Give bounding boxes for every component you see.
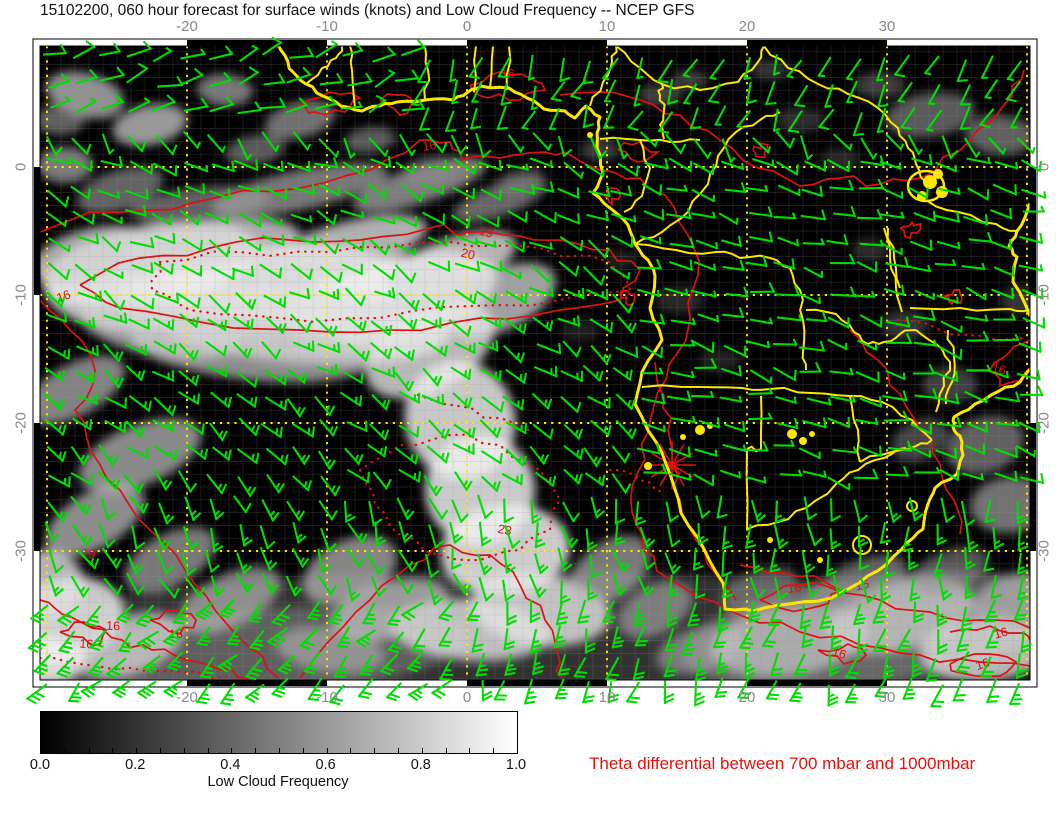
- colorbar-minor-tick: [326, 748, 328, 753]
- axis-tick-label: 0: [462, 689, 472, 706]
- colorbar-minor-tick: [88, 748, 90, 753]
- svg-text:16: 16: [992, 624, 1009, 641]
- map-speckle: [644, 462, 652, 470]
- map-speckle: [809, 431, 815, 437]
- colorbar-minor-tick: [469, 748, 471, 753]
- one-degree-mesh: [40, 46, 1030, 680]
- axis-tick-label: -20: [176, 18, 198, 35]
- colorbar-minor-tick: [255, 748, 257, 753]
- map-speckle: [787, 429, 797, 439]
- map-speckle: [936, 186, 948, 198]
- svg-text:19: 19: [81, 546, 97, 562]
- colorbar-tick-label: 1.0: [505, 757, 527, 773]
- map-speckle: [767, 537, 773, 543]
- colorbar-minor-tick: [279, 748, 280, 753]
- colorbar-minor-tick: [112, 748, 114, 753]
- axis-tick-label: -10: [12, 284, 30, 306]
- colorbar-tick-label: 0.8: [410, 757, 431, 773]
- axis-tick-label: 10: [598, 689, 616, 706]
- lake-outline: [906, 169, 946, 203]
- colorbar-minor-tick: [183, 748, 185, 753]
- svg-text:19: 19: [477, 223, 494, 240]
- colorbar-tick-label: 0.0: [29, 757, 51, 773]
- axis-tick-label: -20: [176, 689, 198, 706]
- colorbar-minor-tick: [160, 748, 161, 753]
- enclave-border: [852, 535, 872, 555]
- map-speckle: [923, 175, 937, 189]
- svg-text:23: 23: [497, 522, 513, 538]
- colorbar-minor-tick: [64, 748, 66, 753]
- axis-tick-label: 0: [1035, 162, 1053, 172]
- colorbar-minor-tick: [493, 748, 495, 753]
- axis-tick-label: -10: [316, 689, 338, 706]
- map-speckle: [680, 434, 686, 440]
- axis-tick-label: 30: [878, 18, 896, 35]
- colorbar-caption: Low Cloud Frequency: [207, 774, 349, 790]
- colorbar: [40, 711, 518, 754]
- map-speckle: [933, 169, 943, 179]
- svg-text:16: 16: [106, 619, 120, 633]
- colorbar-minor-tick: [231, 748, 233, 753]
- axis-tick-label: -30: [1035, 540, 1053, 562]
- svg-text:16: 16: [422, 138, 438, 154]
- colorbar-tick-label: 0.6: [315, 757, 336, 773]
- axis-tick-label: -10: [1035, 284, 1053, 306]
- axis-tick-label: 0: [12, 162, 30, 172]
- page-title: 15102200, 060 hour forecast for surface …: [40, 2, 695, 19]
- colorbar-tick-label: 0.2: [125, 757, 146, 773]
- svg-text:16: 16: [786, 580, 802, 596]
- svg-text:16: 16: [169, 627, 183, 641]
- colorbar-minor-tick: [207, 748, 209, 753]
- axis-tick-label: 20: [738, 18, 756, 35]
- axis-tick-label: 0: [462, 18, 472, 35]
- colorbar-minor-tick: [421, 748, 423, 753]
- map-speckle: [695, 425, 705, 435]
- colorbar-minor-tick: [136, 748, 138, 753]
- axis-tick-label: 30: [878, 689, 896, 706]
- map-speckle: [817, 557, 823, 563]
- colorbar-minor-tick: [350, 748, 352, 753]
- map-speckle: [799, 437, 807, 445]
- axis-tick-label: -30: [12, 540, 30, 562]
- axis-tick-label: -10: [316, 18, 338, 35]
- map-speckle: [587, 132, 593, 138]
- axis-tick-label: -20: [1035, 412, 1053, 434]
- axis-tick-label: -20: [12, 412, 30, 434]
- theta-annotation: Theta differential between 700 mbar and …: [589, 754, 976, 773]
- contour-starburst: [648, 441, 696, 489]
- wind-barbs: [25, 36, 1047, 708]
- svg-text:20: 20: [460, 246, 477, 263]
- colorbar-tick-label: 0.4: [220, 757, 241, 773]
- svg-text:16: 16: [974, 655, 992, 673]
- svg-text:16: 16: [79, 636, 94, 651]
- map-frame: [32, 38, 1038, 688]
- axis-tick-label: 10: [598, 18, 616, 35]
- colorbar-minor-tick: [445, 748, 447, 753]
- colorbar-minor-tick: [302, 748, 304, 753]
- axis-tick-label: 20: [738, 689, 756, 706]
- colorbar-minor-tick: [398, 748, 399, 753]
- colorbar-minor-tick: [374, 748, 376, 753]
